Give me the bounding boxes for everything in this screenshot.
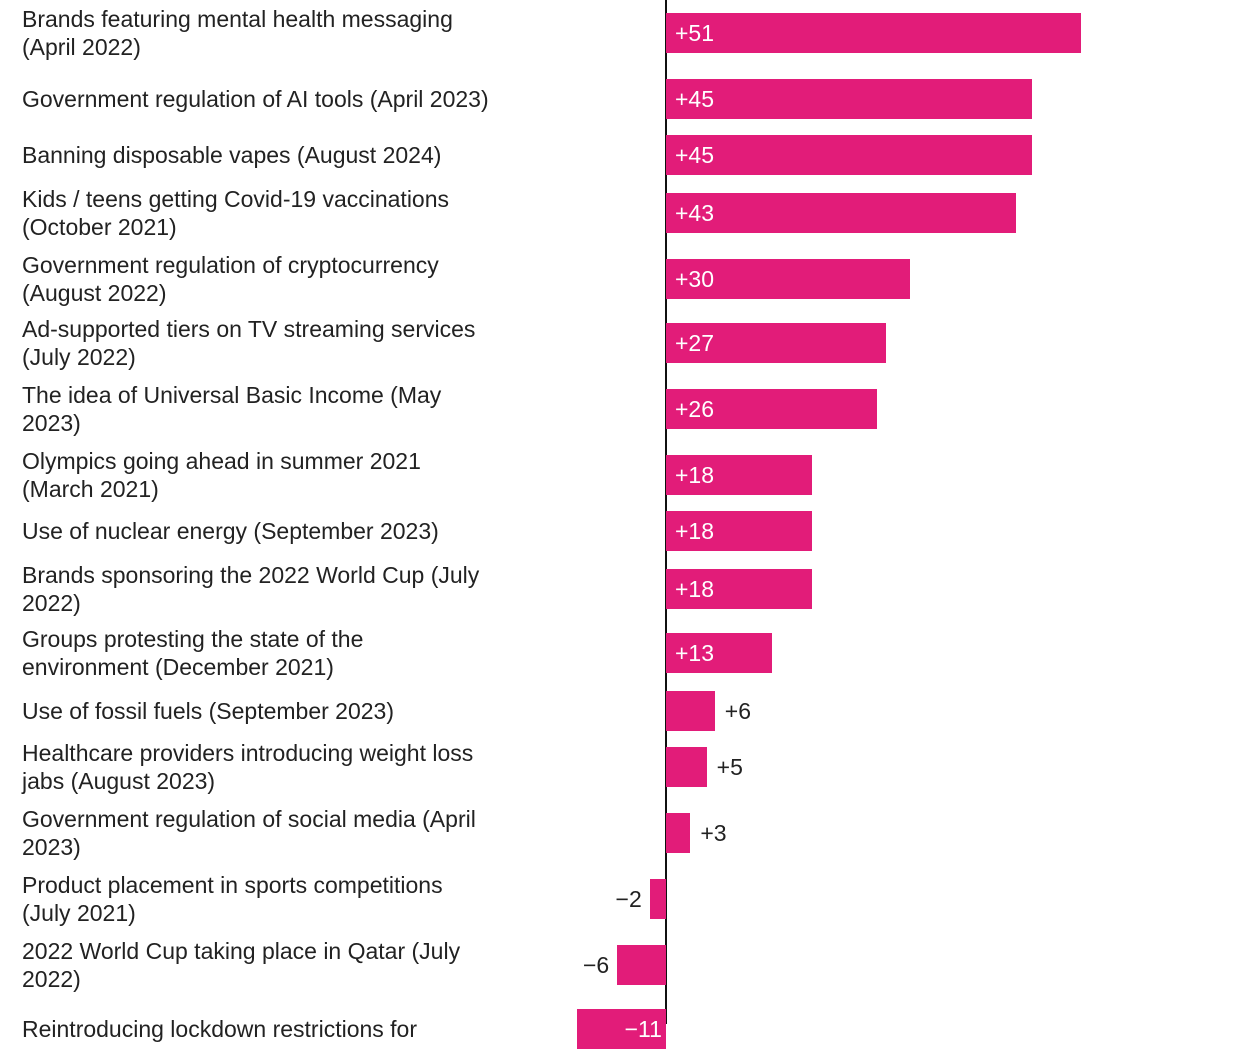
data-label: −2 xyxy=(615,886,642,912)
category-label: The idea of Universal Basic Income (May … xyxy=(22,382,442,436)
data-label: +51 xyxy=(675,20,715,46)
data-label: +45 xyxy=(675,142,715,168)
bar xyxy=(666,13,1081,53)
bar xyxy=(666,193,1016,233)
category-label: Government regulation of social media (A… xyxy=(22,806,476,860)
bar xyxy=(666,569,813,609)
net-support-bar-chart: Brands featuring mental health messaging… xyxy=(22,0,1081,1049)
category-label: Use of fossil fuels (September 2023) xyxy=(22,698,395,724)
category-label: Olympics going ahead in summer 2021 (Mar… xyxy=(22,448,421,502)
bar xyxy=(649,879,666,919)
data-label: +26 xyxy=(675,396,715,422)
category-label: Brands sponsoring the 2022 World Cup (Ju… xyxy=(22,562,480,616)
bar xyxy=(666,813,691,853)
data-label: +30 xyxy=(675,266,715,292)
data-label: +6 xyxy=(724,698,751,724)
bar xyxy=(666,323,886,363)
bar xyxy=(666,691,715,731)
category-label: Healthcare providers introducing weight … xyxy=(22,740,474,794)
bar xyxy=(666,259,910,299)
category-label: Brands featuring mental health messaging… xyxy=(22,6,453,60)
data-label: +3 xyxy=(700,820,727,846)
category-label: Government regulation of cryptocurrency … xyxy=(22,252,439,306)
bar xyxy=(666,511,813,551)
category-label: Groups protesting the state of the envir… xyxy=(22,626,364,680)
category-label: Government regulation of AI tools (April… xyxy=(22,86,489,112)
data-label: −11 xyxy=(624,1016,662,1042)
data-label: +5 xyxy=(716,754,743,780)
category-label: Ad-supported tiers on TV streaming servi… xyxy=(22,316,476,370)
bar xyxy=(666,455,813,495)
data-label: +18 xyxy=(675,576,715,602)
data-label: +18 xyxy=(675,518,715,544)
bar xyxy=(666,135,1032,175)
bar xyxy=(666,747,707,787)
bar xyxy=(666,633,772,673)
category-label: 2022 World Cup taking place in Qatar (Ju… xyxy=(22,938,461,992)
bar xyxy=(666,389,878,429)
category-label: Reintroducing lockdown restrictions for xyxy=(22,1016,418,1042)
data-label: +45 xyxy=(675,86,715,112)
category-label: Use of nuclear energy (September 2023) xyxy=(22,518,439,544)
category-label: Banning disposable vapes (August 2024) xyxy=(22,142,442,168)
data-label: +18 xyxy=(675,462,715,488)
data-label: +43 xyxy=(675,200,715,226)
data-label: +13 xyxy=(675,640,715,666)
category-label: Kids / teens getting Covid-19 vaccinatio… xyxy=(22,186,450,240)
bar xyxy=(666,79,1032,119)
data-label: +27 xyxy=(675,330,715,356)
bar xyxy=(617,945,666,985)
data-label: −6 xyxy=(583,952,610,978)
category-label: Product placement in sports competitions… xyxy=(22,872,443,926)
